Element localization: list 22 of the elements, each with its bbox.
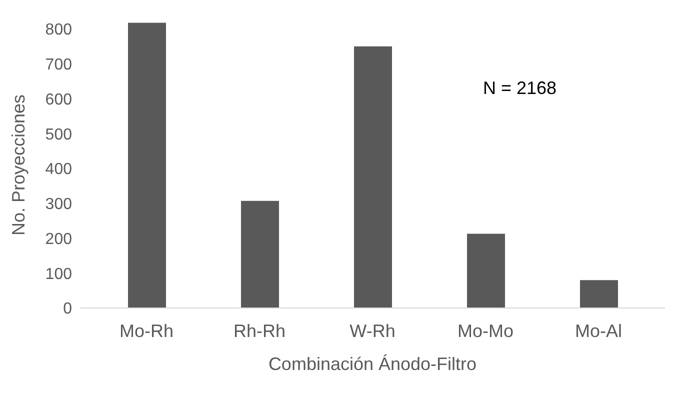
x-axis-title: Combinación Ánodo-Filtro — [268, 354, 477, 374]
bar — [128, 22, 166, 308]
y-tick-label: 500 — [45, 126, 72, 144]
bar — [580, 280, 618, 308]
y-tick-label: 0 — [63, 300, 72, 318]
x-tick-label: W-Rh — [350, 320, 396, 341]
y-tick-label: 300 — [45, 196, 72, 214]
x-tick-label: Mo-Rh — [119, 320, 174, 341]
y-tick-label: 100 — [45, 266, 72, 283]
y-tick-label: 600 — [45, 91, 72, 108]
y-tick-label: 700 — [45, 56, 72, 74]
bar — [467, 234, 505, 308]
x-tick-label: Mo-Mo — [457, 320, 514, 341]
x-tick-label: Rh-Rh — [233, 320, 286, 341]
annotation: N = 2168 — [483, 78, 557, 99]
y-tick-label: 200 — [45, 230, 72, 248]
y-tick-label: 400 — [45, 161, 72, 178]
bar — [241, 200, 279, 308]
y-tick-label: 800 — [45, 22, 72, 39]
x-tick-label: Mo-Al — [574, 320, 622, 341]
y-axis-title: No. Proyecciones — [8, 94, 28, 236]
bar — [354, 46, 392, 308]
